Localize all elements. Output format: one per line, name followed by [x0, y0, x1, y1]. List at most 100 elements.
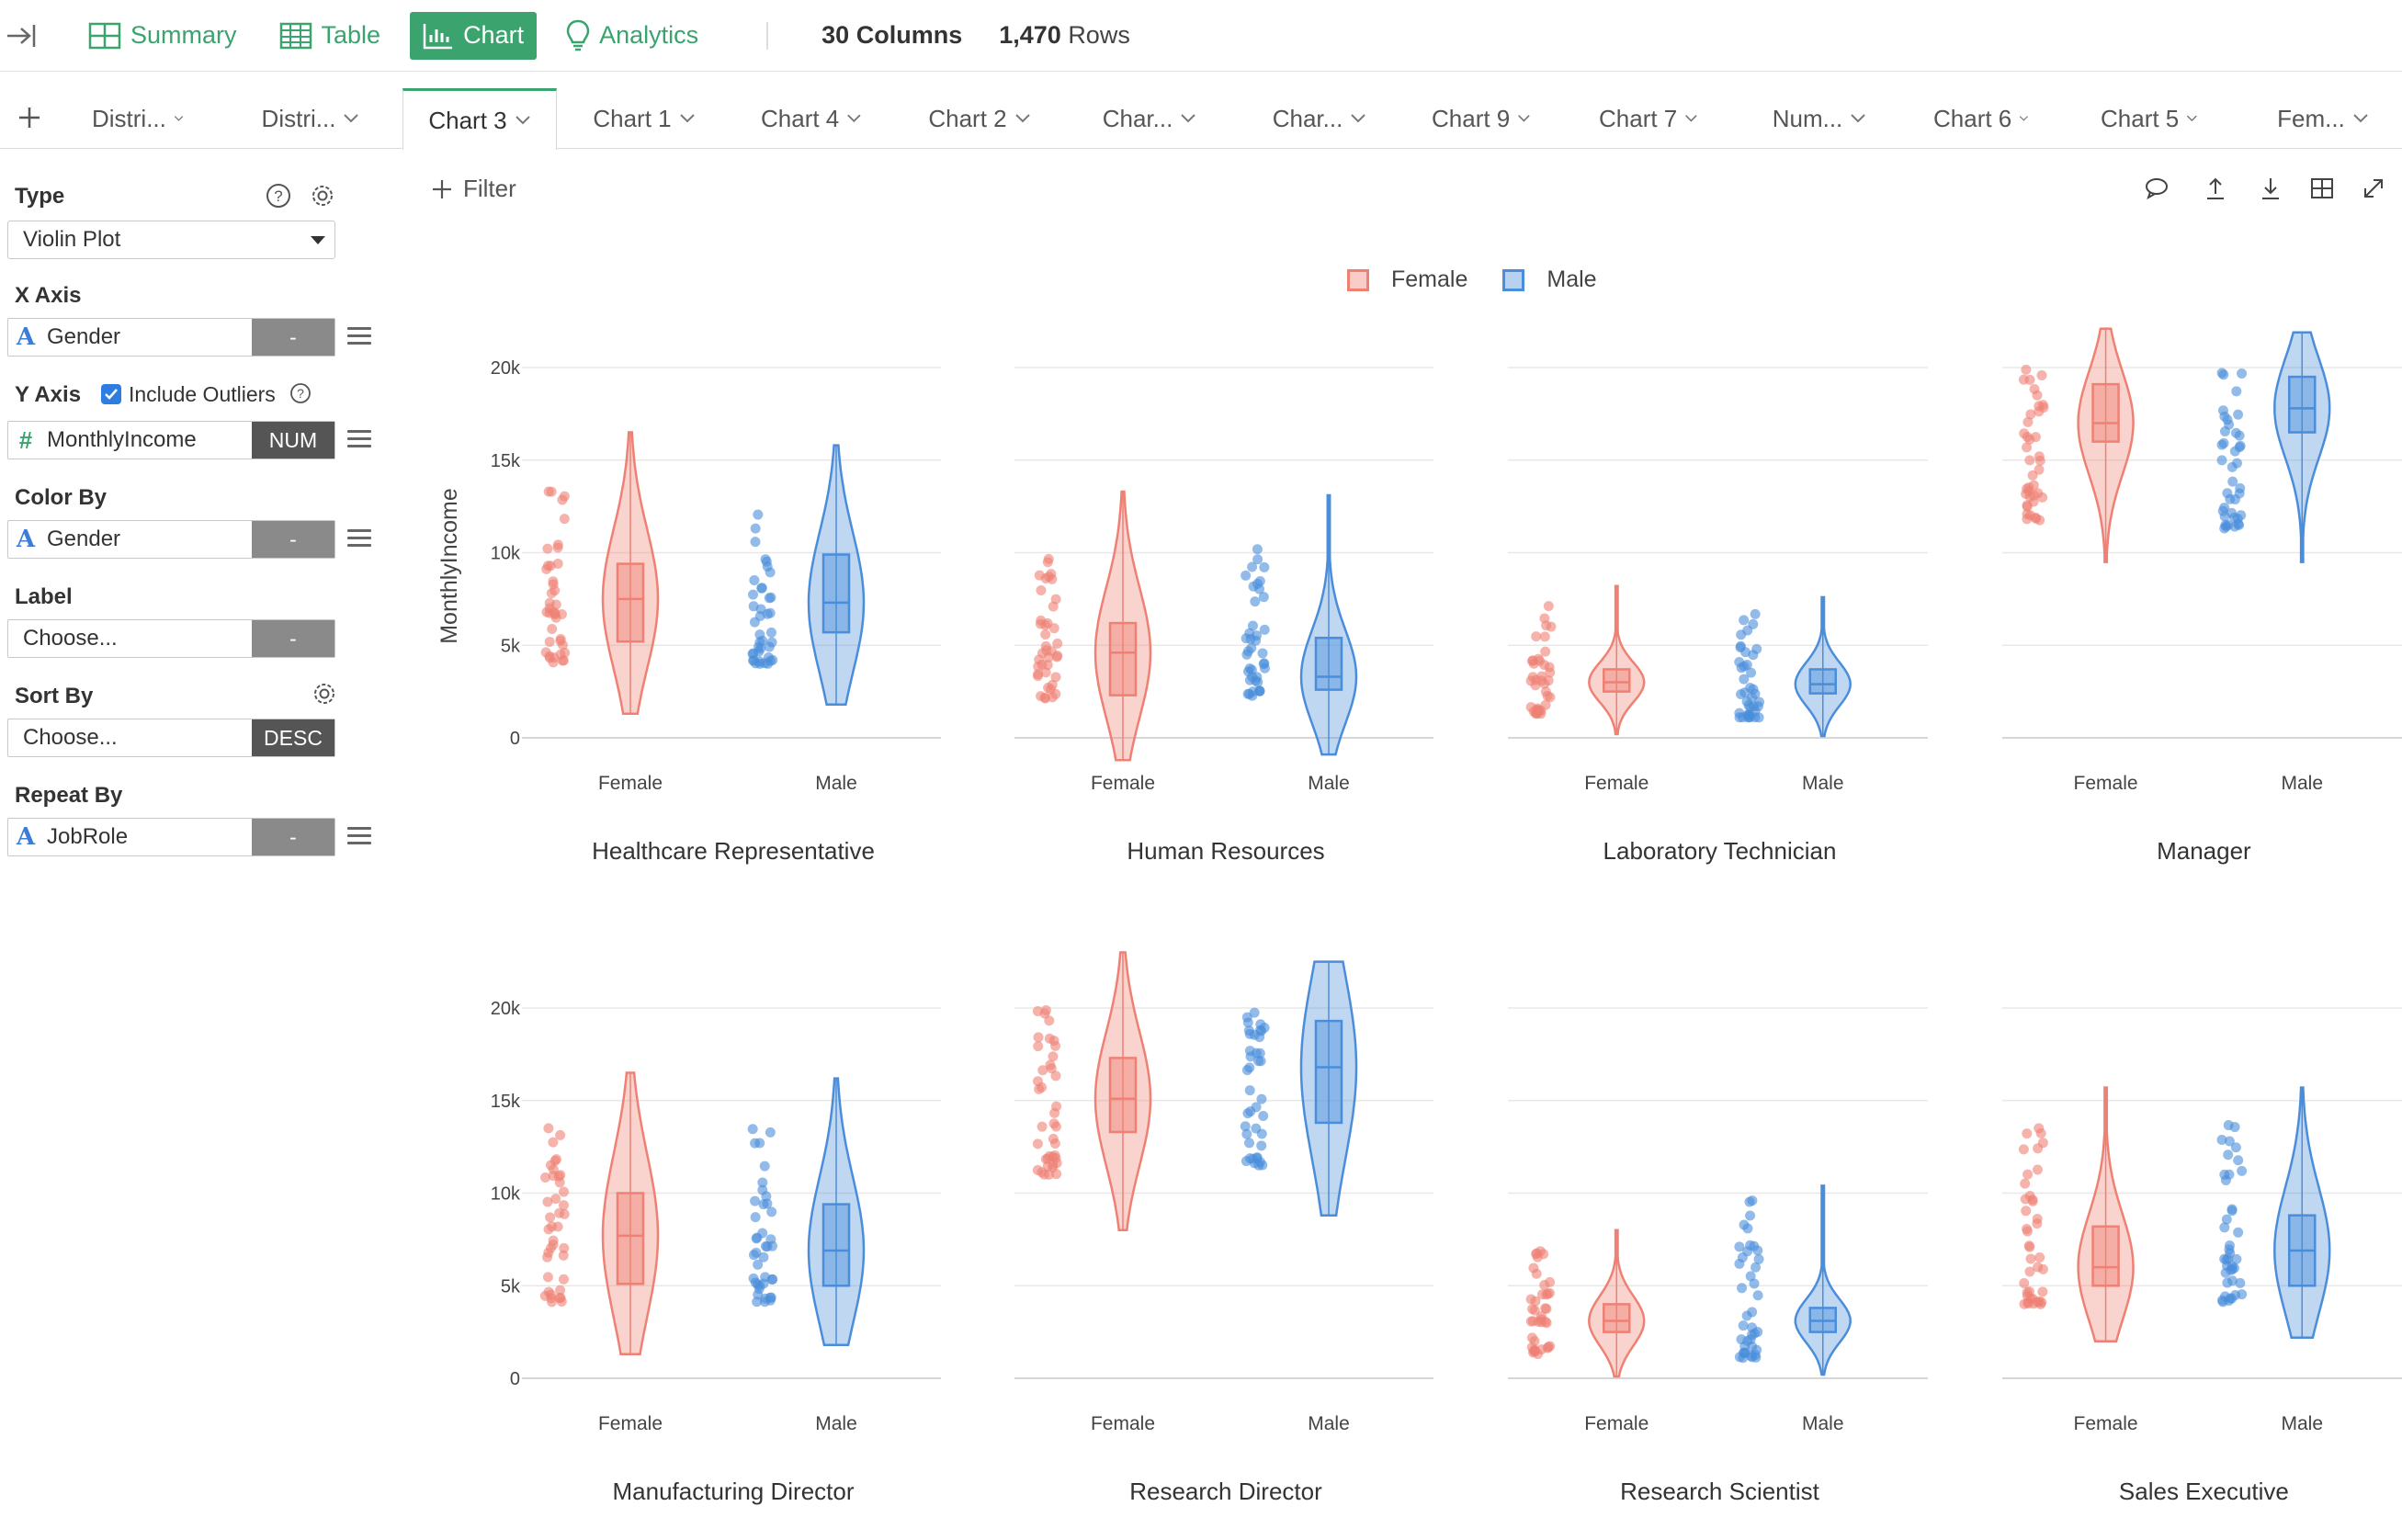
legend-item-male[interactable]: Male — [1502, 266, 1597, 293]
x-axis-badge[interactable]: - — [252, 319, 334, 356]
y-tick-label: 10k — [491, 544, 521, 564]
data-point — [1259, 561, 1270, 572]
data-point — [2216, 455, 2227, 466]
tab-item[interactable]: Chart 1 — [593, 88, 696, 149]
chevron-down-icon[interactable] — [2186, 113, 2198, 124]
sort-by-field[interactable]: Choose... DESC — [7, 719, 335, 757]
checkmark-icon — [105, 389, 118, 400]
chevron-down-icon[interactable] — [679, 113, 696, 124]
repeat-by-menu-icon[interactable] — [347, 827, 371, 845]
tab-item[interactable]: Distri... — [260, 88, 361, 149]
data-point — [750, 1212, 761, 1223]
sort-settings-gear-icon[interactable] — [311, 680, 338, 712]
outliers-help-icon[interactable]: ? — [289, 381, 312, 410]
y-axis-badge[interactable]: NUM — [252, 422, 334, 459]
y-axis-title: MonthlyIncome — [436, 488, 462, 644]
tab-label: Char... — [1102, 104, 1173, 132]
chevron-down-icon[interactable] — [2352, 113, 2369, 124]
data-point — [2220, 520, 2231, 531]
grid-layout-icon[interactable] — [2308, 175, 2336, 202]
y-axis-menu-icon[interactable] — [347, 430, 371, 448]
data-point — [1049, 1138, 1060, 1149]
data-point — [555, 1129, 566, 1140]
chevron-down-icon[interactable] — [2019, 113, 2029, 124]
settings-gear-icon[interactable] — [309, 182, 336, 214]
data-point — [1260, 662, 1271, 674]
nav-table-button[interactable]: Table — [266, 12, 394, 60]
chevron-down-icon[interactable] — [1850, 113, 1866, 124]
tab-item[interactable]: Chart 6 — [1933, 88, 2029, 149]
data-point — [1741, 1310, 1752, 1321]
sort-direction-badge[interactable]: DESC — [252, 719, 334, 756]
data-point — [1244, 1028, 1255, 1039]
color-by-menu-icon[interactable] — [347, 529, 371, 548]
data-point — [559, 514, 570, 525]
data-point — [2226, 1275, 2238, 1286]
chevron-down-icon[interactable] — [343, 113, 359, 124]
download-icon[interactable] — [2257, 175, 2284, 202]
nav-summary-button[interactable]: Summary — [75, 12, 250, 60]
include-outliers-label[interactable]: Include Outliers — [129, 382, 276, 406]
data-point — [1255, 1056, 1266, 1067]
nav-analytics-button[interactable]: Analytics — [553, 12, 711, 60]
chevron-down-icon[interactable] — [1517, 113, 1531, 124]
data-point — [1252, 554, 1263, 565]
tab-item[interactable]: Num... — [1766, 88, 1873, 149]
chevron-down-icon[interactable] — [846, 113, 862, 124]
data-point — [1048, 1151, 1059, 1162]
fullscreen-icon[interactable] — [2360, 175, 2387, 202]
nav-chart-button[interactable]: Chart — [410, 11, 538, 60]
x-axis-menu-icon[interactable] — [347, 327, 371, 345]
add-filter-button[interactable]: Filter — [432, 175, 516, 203]
chevron-down-icon[interactable] — [1014, 113, 1031, 124]
chart-type-select[interactable]: Violin Plot — [7, 221, 335, 259]
data-point — [2224, 419, 2235, 430]
tab-item[interactable]: Chart 9 — [1432, 88, 1531, 149]
data-point — [1742, 1223, 1753, 1234]
label-field[interactable]: Choose... - — [7, 619, 335, 658]
tab-item[interactable]: Distri... — [92, 88, 184, 149]
collapse-panel-icon[interactable] — [2, 17, 39, 54]
upload-icon[interactable] — [2202, 175, 2229, 202]
tab-item[interactable]: Char... — [1096, 88, 1203, 149]
repeat-by-field[interactable]: A JobRole - — [7, 818, 335, 856]
tab-item[interactable]: Fem... — [2268, 88, 2378, 149]
y-axis-field[interactable]: # MonthlyIncome NUM — [7, 421, 335, 459]
comment-icon[interactable] — [2143, 175, 2170, 202]
tab-item[interactable]: Chart 4 — [761, 88, 862, 149]
tab-item[interactable]: Chart 7 — [1599, 88, 1698, 149]
chevron-down-icon[interactable] — [1350, 113, 1366, 124]
help-icon[interactable]: ? — [265, 182, 292, 214]
tab-item[interactable]: Chart 2 — [928, 88, 1031, 149]
tab-item[interactable]: Char... — [1264, 88, 1375, 149]
include-outliers-checkbox[interactable] — [101, 384, 121, 404]
color-by-field[interactable]: A Gender - — [7, 520, 335, 559]
data-point — [759, 1161, 770, 1172]
color-by-badge[interactable]: - — [252, 521, 334, 558]
label-badge[interactable]: - — [252, 620, 334, 657]
x-axis-field[interactable]: A Gender - — [7, 318, 335, 357]
data-point — [549, 606, 560, 617]
data-point — [1739, 615, 1750, 626]
chevron-down-icon[interactable] — [174, 113, 184, 124]
legend-item-female[interactable]: Female — [1347, 266, 1467, 293]
data-point — [1245, 1051, 1256, 1062]
chevron-down-icon[interactable] — [1180, 113, 1196, 124]
data-point — [2022, 416, 2034, 427]
tab-item[interactable]: Chart 5 — [2101, 88, 2198, 149]
data-point — [1746, 692, 1757, 703]
data-point — [1540, 699, 1551, 710]
add-tab-icon[interactable] — [13, 101, 46, 134]
chevron-down-icon[interactable] — [1684, 113, 1698, 124]
chevron-down-icon[interactable] — [515, 115, 531, 126]
data-point — [1033, 1041, 1044, 1052]
tab-label: Chart 9 — [1432, 104, 1511, 132]
data-point — [2236, 510, 2247, 521]
repeat-by-badge[interactable]: - — [252, 819, 334, 855]
data-point — [2224, 1244, 2235, 1255]
data-point — [1242, 1108, 1253, 1119]
data-point — [1736, 662, 1747, 674]
data-point — [2221, 1214, 2232, 1225]
tab-item[interactable]: Chart 3 — [402, 88, 557, 150]
